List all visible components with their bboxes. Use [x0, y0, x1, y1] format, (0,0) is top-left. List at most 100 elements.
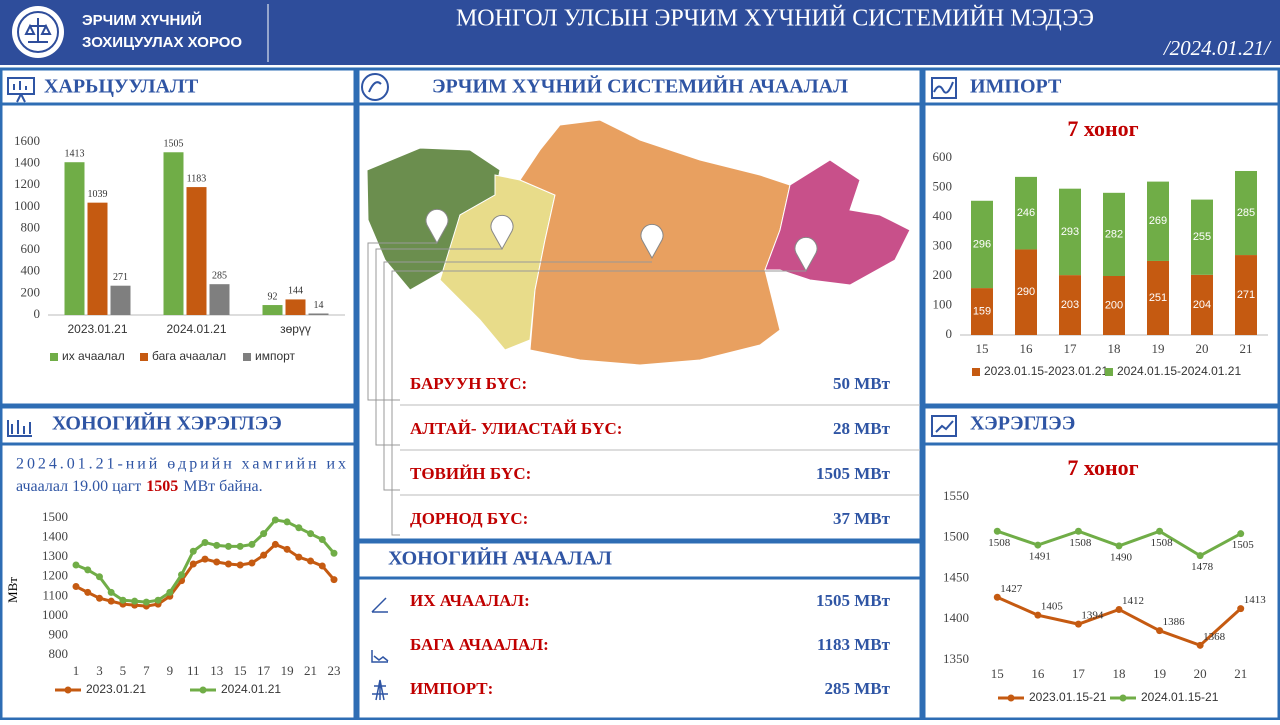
panel-title: ХЭРЭГЛЭЭ	[970, 413, 1075, 435]
data-label: 200	[1105, 299, 1123, 311]
legend-label: 2024.01.15-21	[1141, 690, 1219, 704]
legend-swatch	[972, 368, 980, 376]
y-tick-label: 1350	[943, 651, 969, 666]
point	[213, 541, 221, 549]
point	[224, 560, 232, 568]
point	[95, 573, 103, 581]
y-axis-label: МВт	[5, 577, 20, 603]
y-tick-label: 1400	[42, 529, 68, 544]
data-label: 92	[268, 291, 278, 302]
point	[318, 536, 326, 544]
point	[236, 542, 244, 550]
y-tick-label: 200	[21, 284, 41, 299]
data-label: 14	[314, 300, 324, 311]
data-label: 1508	[988, 537, 1011, 549]
point	[260, 551, 268, 559]
bar-segment	[1147, 260, 1169, 335]
point	[154, 596, 162, 604]
y-tick-label: 900	[49, 626, 69, 641]
header-bar	[0, 0, 1280, 65]
load-value: 285 МВт	[825, 679, 891, 698]
region-value: 28 МВт	[833, 419, 891, 438]
x-tick-label: 20	[1194, 666, 1207, 681]
org-name: ЭРЧИМ ХҮЧНИЙ	[82, 11, 202, 29]
bar	[186, 187, 207, 315]
bar-segment	[971, 288, 993, 335]
point	[201, 538, 209, 546]
panel-title: ХАРЬЦУУЛАЛТ	[44, 76, 199, 98]
x-tick-label: 19	[1152, 341, 1165, 356]
data-label: 203	[1061, 299, 1079, 311]
point	[1156, 527, 1164, 535]
y-tick-label: 1450	[943, 569, 969, 584]
x-tick-label: 17	[1072, 666, 1086, 681]
point	[295, 553, 303, 561]
y-tick-label: 600	[933, 149, 953, 164]
bar-segment	[1235, 170, 1257, 256]
y-tick-label: 1550	[943, 488, 969, 503]
y-tick-label: 300	[933, 237, 953, 252]
panel-icons	[7, 73, 957, 437]
point	[213, 558, 221, 566]
x-tick-label: 23	[328, 663, 341, 678]
panel-borders	[0, 67, 1280, 721]
bar-segment	[1015, 176, 1037, 250]
x-tick-label: зөрүү	[280, 322, 311, 336]
point	[1156, 627, 1164, 635]
map-pins	[425, 208, 818, 273]
logo-ring	[17, 11, 59, 53]
x-tick-label: 11	[187, 663, 200, 678]
map	[366, 119, 911, 366]
x-tick-label: 2023.01.21	[67, 322, 127, 336]
data-label: 271	[1237, 289, 1255, 301]
annotation: ачаалал 19.00 цагт 1505 МВт байна.	[16, 478, 263, 495]
point	[1237, 605, 1245, 613]
data-label: 293	[1061, 226, 1079, 238]
point	[330, 549, 338, 557]
x-tick-label: 13	[210, 663, 223, 678]
point	[189, 547, 197, 555]
y-tick-label: 1100	[42, 587, 68, 602]
data-label: 1413	[65, 149, 85, 160]
bar-segment	[971, 200, 993, 289]
point	[295, 524, 303, 532]
annotation-part: ачаалал 19.00 цагт	[16, 478, 141, 495]
bar	[209, 284, 230, 315]
annotation-part: МВт байна.	[183, 478, 262, 495]
x-tick-label: 2024.01.21	[166, 322, 226, 336]
panel-title: ИМПОРТ	[970, 76, 1062, 98]
data-label: 285	[1237, 207, 1255, 219]
x-tick-label: 15	[976, 341, 989, 356]
point	[224, 542, 232, 550]
data-label: 1368	[1203, 631, 1226, 643]
point	[271, 516, 279, 524]
point	[307, 557, 315, 565]
data-label: 159	[973, 305, 991, 317]
point	[1074, 527, 1082, 535]
data-label: 1505	[1232, 539, 1255, 551]
y-tick-label: 1400	[943, 610, 969, 625]
legend-swatch	[50, 353, 58, 361]
row-separators	[400, 404, 920, 496]
point	[119, 596, 127, 604]
point	[84, 566, 92, 574]
x-tick-label: 7	[143, 663, 150, 678]
data-label: 204	[1193, 299, 1211, 311]
legend-marker	[199, 686, 207, 694]
x-tick-label: 21	[304, 663, 317, 678]
x-tick-label: 17	[257, 663, 271, 678]
point	[131, 597, 139, 605]
y-tick-label: 0	[34, 306, 41, 321]
bar-segment	[1059, 275, 1081, 335]
annotation: 2024.01.21-ний өдрийн хамгийн их	[16, 456, 346, 473]
x-tick-label: 21	[1240, 341, 1253, 356]
point	[1034, 541, 1042, 549]
x-tick-label: 18	[1113, 666, 1126, 681]
bar	[308, 313, 329, 315]
point	[993, 593, 1001, 601]
data-label: 1478	[1191, 561, 1214, 573]
point	[84, 588, 92, 596]
legend-label: 2023.01.21	[86, 682, 146, 696]
